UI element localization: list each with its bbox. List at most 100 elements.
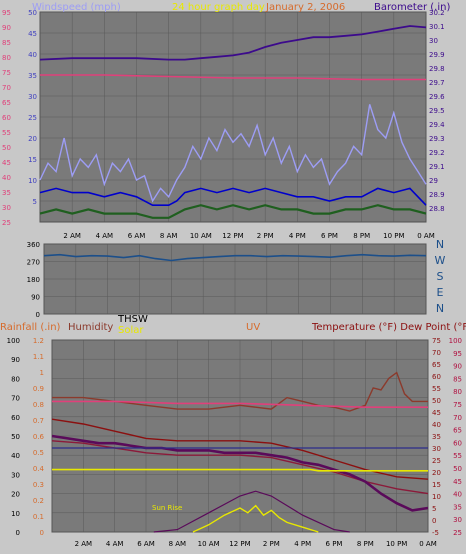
humidity-tick-label: 20 xyxy=(11,491,20,499)
dewpoint-tick-label: 100 xyxy=(449,337,462,345)
barometer-tick-label: 30.2 xyxy=(429,9,445,17)
multi-x-tick-label: 6 PM xyxy=(326,540,343,548)
temperature-tick-label: -5 xyxy=(432,529,439,537)
wind-x-axis-ticks: 2 AM 4 AM 6 AM 8 AM 10 AM 12 PM 2 PM 4 PM 6 PM 8 … xyxy=(63,232,434,240)
rainfall-tick-label: 1.1 xyxy=(33,353,44,361)
temperature-tick-label: 20 xyxy=(432,469,441,477)
humidity-tick-label: 100 xyxy=(7,337,20,345)
barometer-tick-label: 28.8 xyxy=(429,205,445,213)
windspeed-tick-label: 15 xyxy=(28,156,37,164)
series-temperature xyxy=(51,418,429,480)
weather-multi-panel: 010203040506070809010000.10.20.30.40.50.… xyxy=(0,314,466,548)
multi-x-tick-label: 4 PM xyxy=(294,540,311,548)
temperature-tick-label: 0 xyxy=(432,517,436,525)
multi-x-tick-label: 10 PM xyxy=(386,540,407,548)
humidity-tick-label: 60 xyxy=(2,114,11,122)
multi-axis-ticks: 010203040506070809010000.10.20.30.40.50.… xyxy=(7,337,462,537)
multi-x-tick-label: 8 AM xyxy=(169,540,187,548)
series-wind_speed xyxy=(39,104,427,203)
sun-rise-label: Sun Rise xyxy=(152,504,182,512)
dewpoint-tick-label: 95 xyxy=(453,350,462,358)
windspeed-tick-label: 20 xyxy=(28,135,37,143)
series-solar_spiky xyxy=(192,504,319,533)
date-label: January 2, 2006 xyxy=(265,2,345,13)
barometer-axis-ticks: 28.8 28.9 29 29.1 29.2 29.3 29.4 29.5 29.6 29.7 29… xyxy=(429,9,445,213)
windspeed-tick-label: 40 xyxy=(28,51,37,59)
wind-x-tick-label: 2 AM xyxy=(63,232,81,240)
multi-series xyxy=(51,371,429,533)
graph-title: 24 hour graph day xyxy=(172,2,265,13)
rainfall-tick-label: 0.3 xyxy=(33,481,44,489)
barometer-tick-label: 29.7 xyxy=(429,79,445,87)
compass-label: W xyxy=(435,254,446,267)
temperature-tick-label: 75 xyxy=(432,337,441,345)
temperature-tick-label: 30 xyxy=(432,445,441,453)
direction-axis-ticks: 0 90 180 270 360 xyxy=(27,241,40,319)
rainfall-tick-label: 0.2 xyxy=(33,497,44,505)
multi-x-tick-label: 10 AM xyxy=(198,540,220,548)
dewpoint-tick-label: 40 xyxy=(453,491,462,499)
barometer-tick-label: 28.9 xyxy=(429,191,445,199)
windspeed-tick-label: 10 xyxy=(28,177,37,185)
compass-label: N xyxy=(436,238,444,251)
barometer-tick-label: 29.9 xyxy=(429,51,445,59)
humidity-tick-label: 65 xyxy=(2,99,11,107)
compass-label: N xyxy=(436,302,444,315)
humidity-tick-label: 10 xyxy=(11,510,20,518)
rainfall-tick-label: 0.9 xyxy=(33,385,44,393)
humidity-tick-label: 30 xyxy=(2,204,11,212)
humidity-tick-label: 55 xyxy=(2,129,11,137)
barometer-tick-label: 30 xyxy=(429,37,438,45)
dewpoint-tick-label: 90 xyxy=(453,363,462,371)
humidity-tick-label: 50 xyxy=(2,144,11,152)
temperature-tick-label: 35 xyxy=(432,433,441,441)
direction-tick-label: 360 xyxy=(27,241,40,249)
series-thsw xyxy=(51,434,429,512)
humidity-tick-label: 0 xyxy=(16,529,20,537)
dewpoint-tick-label: 75 xyxy=(453,401,462,409)
wind-barometer-panel: 25 30 35 40 45 50 55 60 65 70 75 80 85 90 95 5 10 15 20 25… xyxy=(2,2,450,240)
windspeed-axis-ticks: 5 10 15 20 25 30 35 40 45 50 xyxy=(28,9,37,206)
dewpoint-tick-label: 80 xyxy=(453,388,462,396)
rainfall-tick-label: 0.5 xyxy=(33,449,44,457)
series-direction xyxy=(43,253,427,262)
wind-x-tick-label: 8 AM xyxy=(160,232,178,240)
direction-series xyxy=(43,253,427,262)
wind-x-tick-label: 4 AM xyxy=(96,232,114,240)
rainfall-tick-label: 0.6 xyxy=(33,433,45,441)
rainfall-label: Rainfall (.in) xyxy=(0,322,61,333)
series-wind_low xyxy=(39,204,427,219)
humidity-label: Humidity xyxy=(68,322,113,333)
humidity-tick-label: 30 xyxy=(11,471,20,479)
multi-grid xyxy=(51,339,429,533)
uv-label: UV xyxy=(246,322,260,333)
windspeed-tick-label: 30 xyxy=(28,93,37,101)
dewpoint-tick-label: 45 xyxy=(453,478,462,486)
temperature-label: Temperature (°F) Dew Point (°F) xyxy=(311,322,466,333)
multi-x-tick-label: 6 AM xyxy=(137,540,155,548)
temperature-tick-label: 40 xyxy=(432,421,441,429)
humidity-tick-label: 80 xyxy=(11,375,20,383)
rainfall-tick-label: 0.7 xyxy=(33,417,44,425)
dewpoint-tick-label: 50 xyxy=(453,465,462,473)
series-solar xyxy=(52,468,428,472)
dewpoint-tick-label: 30 xyxy=(453,516,462,524)
humidity-tick-label: 80 xyxy=(2,54,11,62)
series-magenta xyxy=(40,74,426,81)
windspeed-tick-label: 35 xyxy=(28,72,37,80)
direction-tick-label: 270 xyxy=(27,259,40,267)
dewpoint-tick-label: 70 xyxy=(453,414,462,422)
series-wind_avg xyxy=(39,187,427,206)
humidity-tick-label: 85 xyxy=(2,39,11,47)
series-uv_curve xyxy=(153,490,350,533)
multi-x-tick-label: 0 AM xyxy=(419,540,437,548)
humidity-tick-label: 90 xyxy=(2,24,11,32)
humidity-tick-label: 75 xyxy=(2,69,11,77)
compass-label: S xyxy=(437,270,444,283)
windspeed-tick-label: 45 xyxy=(28,30,37,38)
rainfall-tick-label: 1 xyxy=(40,369,44,377)
windspeed-tick-label: 50 xyxy=(28,9,37,17)
windspeed-tick-label: 5 xyxy=(33,198,37,206)
